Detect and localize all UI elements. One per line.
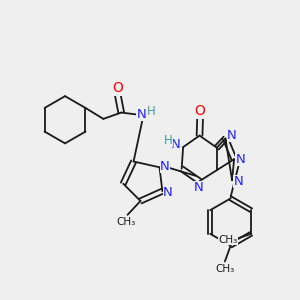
Text: H: H	[164, 134, 172, 147]
Text: N: N	[136, 108, 146, 121]
Text: CH₃: CH₃	[218, 235, 238, 244]
Text: N: N	[227, 129, 237, 142]
Text: N: N	[163, 186, 172, 199]
Text: H: H	[147, 105, 156, 118]
Text: O: O	[112, 81, 123, 95]
Text: CH₃: CH₃	[215, 264, 235, 274]
Text: N: N	[233, 175, 243, 188]
Text: N: N	[171, 138, 181, 151]
Text: N: N	[236, 153, 245, 166]
Text: N: N	[194, 181, 204, 194]
Text: CH₃: CH₃	[116, 217, 136, 227]
Text: O: O	[195, 104, 206, 118]
Text: N: N	[160, 160, 169, 172]
